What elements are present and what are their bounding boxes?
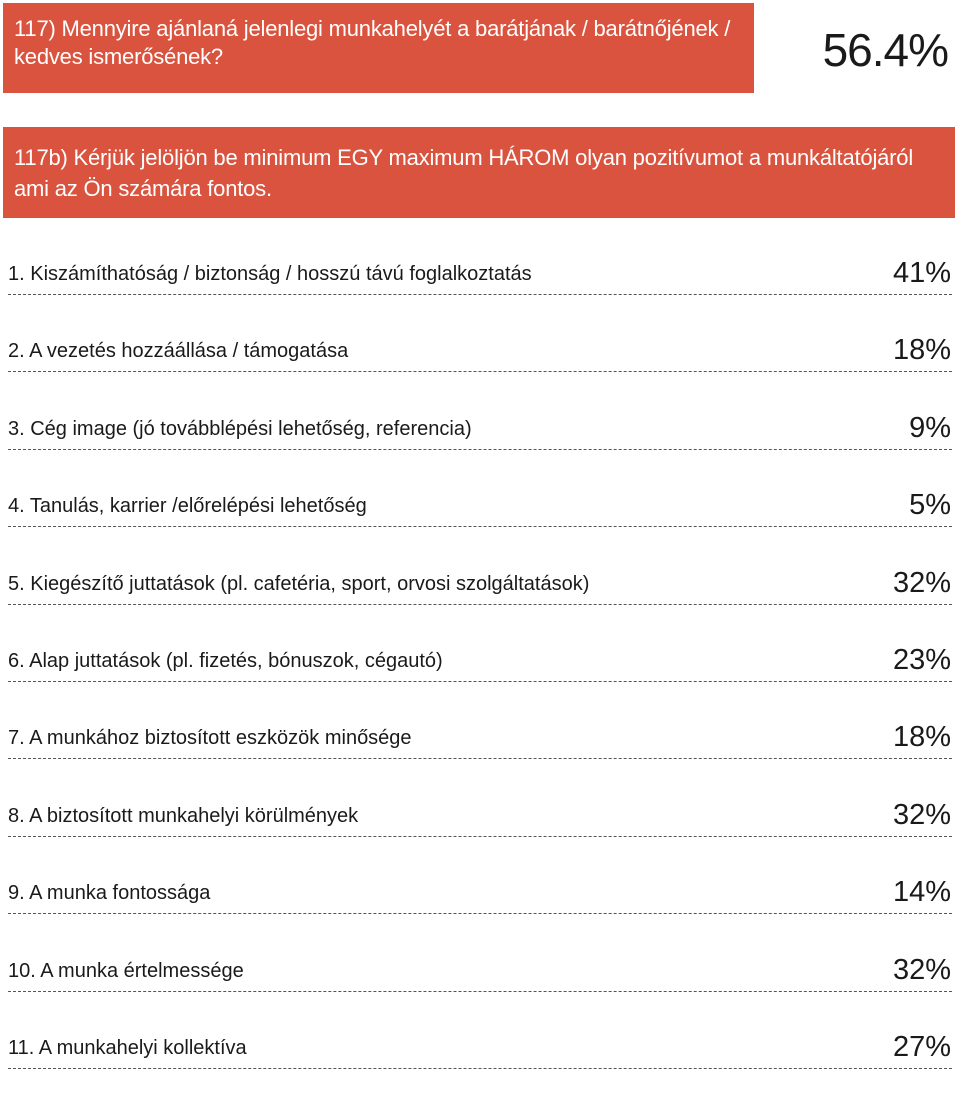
answer-row: 1. Kiszámíthatóság / biztonság / hosszú … [0,249,960,326]
answer-percent: 32% [892,953,951,986]
dashed-divider [8,758,952,760]
dashed-divider [8,448,952,450]
answer-label: 6. Alap juttatások (pl. fizetés, bónuszo… [8,649,443,672]
answer-label: 10. A munka értelmessége [8,959,244,982]
answer-row: 2. A vezetés hozzáállása / támogatása 18… [0,326,960,403]
question-2-banner: 117b) Kérjük jelöljön be minimum EGY max… [3,127,955,218]
answer-row: 7. A munkához biztosított eszközök minős… [0,713,960,790]
question-1-value: 56.4% [822,24,949,76]
answer-row: 6. Alap juttatások (pl. fizetés, bónuszo… [0,636,960,713]
answer-label: 5. Kiegészítő juttatások (pl. cafetéria,… [8,572,590,595]
answer-percent: 18% [892,334,951,367]
dashed-divider [8,990,952,992]
dashed-divider [8,526,952,528]
answer-percent: 5% [909,489,951,522]
answer-percent: 9% [909,411,951,444]
answer-label: 8. A biztosított munkahelyi körülmények [8,804,359,827]
answer-label: 4. Tanulás, karrier /előrelépési lehetős… [8,495,367,518]
question-1-banner: 117) Mennyire ajánlaná jelenlegi munkahe… [3,3,754,93]
answer-percent: 32% [892,566,951,599]
answer-percent: 41% [892,257,951,289]
answer-label: 11. A munkahelyi kollektíva [8,1036,247,1059]
dashed-divider [8,371,952,373]
answer-row: 8. A biztosított munkahelyi körülmények … [0,791,960,868]
dashed-divider [8,294,952,295]
dashed-divider [8,680,952,682]
answer-percent: 23% [892,643,951,676]
dashed-divider [8,1067,952,1069]
dashed-divider [8,835,952,837]
answer-label: 7. A munkához biztosított eszközök minős… [8,727,412,750]
answer-row: 4. Tanulás, karrier /előrelépési lehetős… [0,481,960,558]
answer-label: 1. Kiszámíthatóság / biztonság / hosszú … [8,263,532,285]
answer-row: 11. A munkahelyi kollektíva 27% [0,1023,960,1100]
answer-percent: 32% [892,798,951,831]
answer-row: 3. Cég image (jó továbblépési lehetőség,… [0,404,960,481]
answer-percent: 18% [892,721,951,754]
answer-row: 10. A munka értelmessége 32% [0,946,960,1023]
answer-label: 3. Cég image (jó továbblépési lehetőség,… [8,417,472,440]
answer-percent: 27% [892,1030,951,1063]
answer-percent: 14% [892,876,951,909]
dashed-divider [8,603,952,605]
question-2-text: 117b) Kérjük jelöljön be minimum EGY max… [14,145,914,201]
answer-row: 9. A munka fontossága 14% [0,868,960,945]
question-1-text: 117) Mennyire ajánlaná jelenlegi munkahe… [14,16,731,69]
answer-row: 5. Kiegészítő juttatások (pl. cafetéria,… [0,559,960,636]
dashed-divider [8,913,952,915]
answer-label: 9. A munka fontossága [8,882,211,905]
answer-label: 2. A vezetés hozzáállása / támogatása [8,340,349,363]
answer-list: 1. Kiszámíthatóság / biztonság / hosszú … [0,249,960,1100]
